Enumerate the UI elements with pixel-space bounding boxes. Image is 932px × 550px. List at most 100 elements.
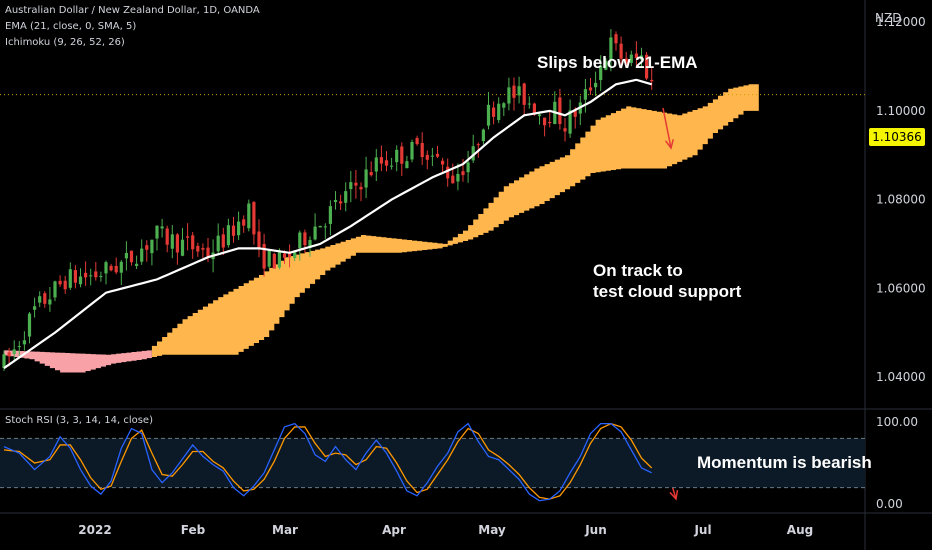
candle-body [155, 225, 159, 239]
candle-body [17, 346, 21, 348]
annotation-slips-below-ema: Slips below 21-EMA [537, 53, 698, 72]
candle-body [405, 161, 409, 169]
candle-body [104, 262, 108, 274]
candle-body [12, 349, 16, 355]
candle-body [349, 182, 353, 190]
stoch-band-fill [0, 438, 865, 488]
candle-body [7, 352, 11, 357]
candle-body [650, 79, 654, 82]
ema-21-line [3, 78, 653, 369]
candle-body [252, 202, 256, 235]
candle-body [22, 340, 26, 345]
last-price-tag: 1.10366 [869, 128, 925, 146]
candle-body [298, 232, 302, 249]
candle-body [466, 162, 470, 173]
annotation-on-track-line1: On track to [593, 261, 683, 280]
candle-body [634, 53, 638, 58]
candle-body [119, 261, 123, 273]
candle-body [588, 87, 593, 91]
candle-body [216, 235, 220, 252]
candle-body [318, 225, 322, 228]
candle-body [313, 226, 317, 240]
candle-body [109, 265, 113, 271]
stoch-d-line [3, 422, 653, 500]
price-axis-tick: 1.06000 [876, 281, 926, 295]
candle-body [384, 160, 389, 166]
stoch-axis-tick: 100.00 [876, 415, 918, 429]
time-axis-label: Aug [787, 523, 813, 537]
candle-body [38, 296, 42, 303]
candle-body [624, 58, 628, 65]
candle-body [99, 276, 103, 278]
candle-body [257, 231, 261, 249]
candle-body [527, 103, 531, 105]
candle-body [201, 248, 205, 250]
candle-body [446, 166, 450, 179]
candle-body [599, 65, 603, 81]
candle-body [344, 191, 348, 203]
annotation-on-track-line2: test cloud support [593, 282, 742, 301]
candle-body [221, 234, 225, 248]
candle-body [282, 253, 287, 258]
time-axis-label: Jul [693, 523, 711, 537]
candle-body [476, 144, 480, 146]
candle-body [543, 117, 547, 126]
candle-body [558, 97, 562, 125]
candle-body [73, 270, 77, 283]
candle-body [124, 252, 128, 259]
candle-body [170, 234, 174, 249]
candle-body [420, 143, 424, 158]
ichimoku-cloud-bullish [151, 84, 759, 359]
candle-body [191, 235, 195, 250]
candle-body [456, 173, 460, 182]
ichimoku-cloud-bearish [4, 345, 152, 373]
price-arrow [662, 107, 672, 149]
candle-body [196, 245, 200, 252]
price-axis-tick: 1.10000 [876, 104, 926, 118]
candle-body [395, 149, 399, 163]
candle-body [328, 206, 332, 224]
candle-body [379, 157, 383, 164]
candle-body [262, 243, 266, 269]
candle-body [27, 313, 32, 337]
candle-body [237, 221, 241, 236]
candle-body [180, 239, 185, 256]
candle-body [339, 201, 343, 204]
candle-body [267, 250, 271, 267]
candle-body [430, 155, 434, 157]
candle-body [89, 275, 93, 277]
candle-body [435, 153, 440, 157]
candle-body [425, 154, 429, 160]
candle-body [140, 248, 144, 262]
time-axis-label: Jun [584, 523, 607, 537]
candle-body [48, 299, 52, 305]
ema-legend: EMA (21, close, 0, SMA, 5) [5, 21, 137, 32]
candle-body [359, 186, 363, 190]
candle-body [390, 165, 394, 167]
candle-body [583, 89, 587, 100]
candle-body [33, 306, 37, 310]
symbol-legend: Australian Dollar / New Zealand Dollar, … [5, 5, 260, 16]
candle-body [165, 228, 169, 245]
candle-body [548, 121, 552, 124]
candle-body [619, 43, 623, 59]
candles [2, 29, 654, 371]
price-axis-tick: 1.04000 [876, 370, 926, 384]
candle-body [563, 128, 567, 132]
stoch-rsi-legend: Stoch RSI (3, 3, 14, 14, close) [5, 415, 153, 426]
candle-body [629, 54, 633, 63]
candle-body [308, 239, 312, 249]
candle-body [354, 182, 358, 186]
candle-body [206, 247, 210, 257]
candle-body [78, 276, 83, 285]
candle-body [502, 103, 506, 108]
candle-body [272, 253, 276, 269]
price-axis-tick: 1.08000 [876, 193, 926, 207]
stoch-axis-tick: 0.00 [876, 497, 903, 511]
candle-body [364, 169, 368, 188]
candle-body [160, 226, 164, 229]
candle-body [303, 232, 307, 246]
candle-body [481, 129, 485, 142]
price-axis-tick: 1.12000 [876, 15, 926, 29]
